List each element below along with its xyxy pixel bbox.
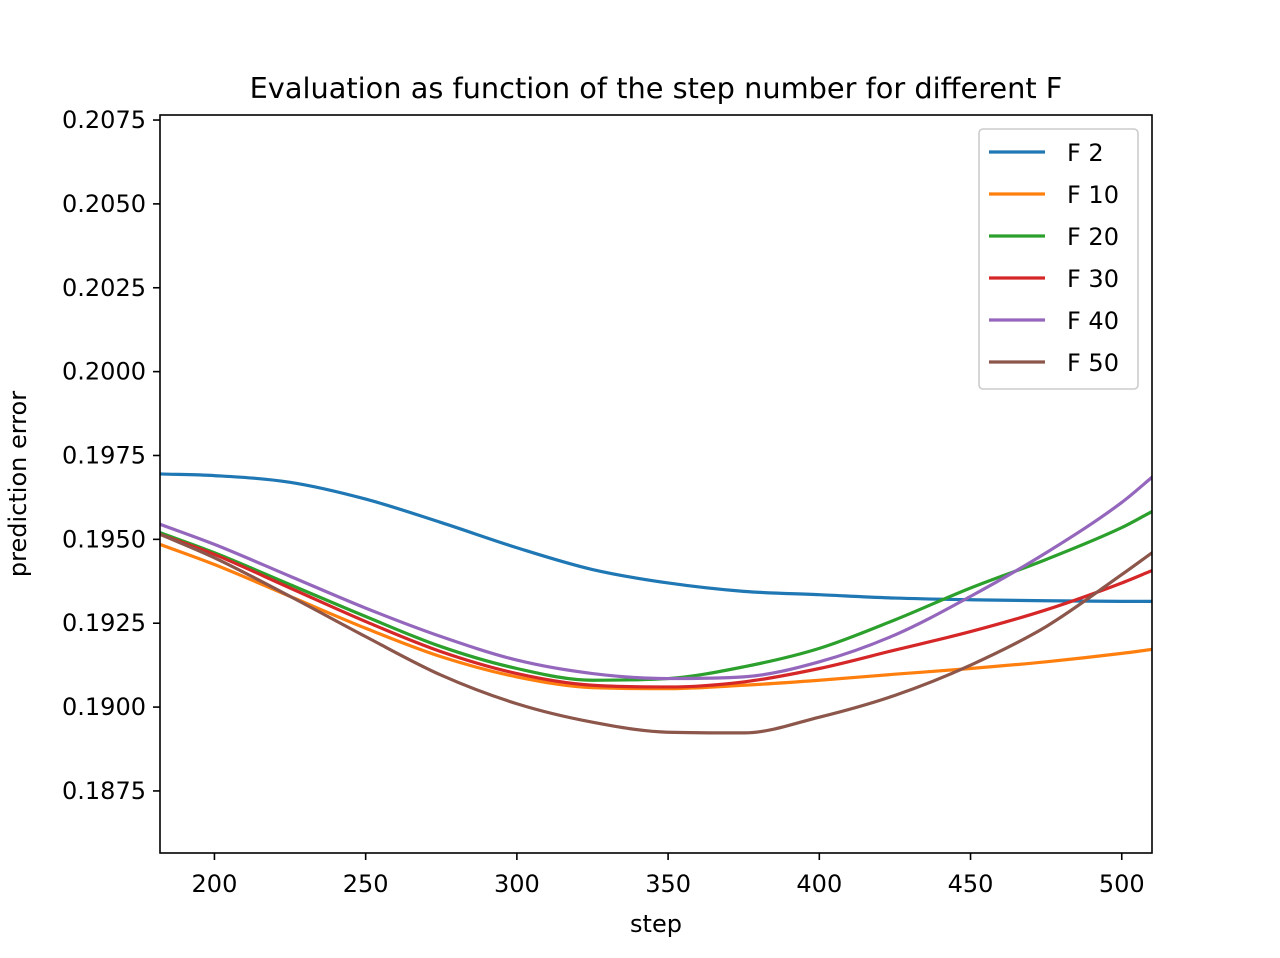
y-tick-label: 0.1975 <box>62 441 146 469</box>
y-tick-label: 0.1925 <box>62 609 146 637</box>
legend-label-1: F 2 <box>1067 139 1104 167</box>
x-axis-label: step <box>630 910 682 938</box>
legend-label-4: F 30 <box>1067 265 1119 293</box>
series-line-5 <box>160 475 1152 681</box>
y-tick-label: 0.1875 <box>62 777 146 805</box>
y-tick-label: 0.2075 <box>62 106 146 134</box>
legend-label-3: F 20 <box>1067 223 1119 251</box>
series-layer <box>160 472 1152 735</box>
x-tick-label: 350 <box>645 870 691 898</box>
legend-label-2: F 10 <box>1067 181 1119 209</box>
y-axis: 0.1875 0.1900 0.1925 0.1950 0.1975 0.2000 0.20… <box>62 106 160 805</box>
y-tick-label: 0.1900 <box>62 693 146 721</box>
x-tick-label: 400 <box>796 870 842 898</box>
x-tick-label: 250 <box>343 870 389 898</box>
y-tick-label: 0.2000 <box>62 358 146 386</box>
y-tick-label: 0.1950 <box>62 525 146 553</box>
series-line-2 <box>160 542 1152 691</box>
legend: F 2 F 10 F 20 F 30 F 40 F 50 <box>978 128 1139 390</box>
series-line-4 <box>160 532 1152 689</box>
legend-label-6: F 50 <box>1067 349 1119 377</box>
plot-frame <box>159 114 1153 854</box>
y-axis-label: prediction error <box>4 391 32 577</box>
y-tick-label: 0.2050 <box>62 190 146 218</box>
series-line-1 <box>160 472 1152 604</box>
x-tick-label: 500 <box>1099 870 1145 898</box>
legend-label-5: F 40 <box>1067 307 1119 335</box>
y-tick-label: 0.2025 <box>62 274 146 302</box>
series-line-6 <box>160 532 1152 735</box>
chart-title: Evaluation as function of the step numbe… <box>250 71 1063 105</box>
x-axis: 200 250 300 350 400 450 500 <box>192 853 1145 898</box>
x-tick-label: 300 <box>494 870 540 898</box>
x-tick-label: 200 <box>192 870 238 898</box>
x-tick-label: 450 <box>948 870 994 898</box>
